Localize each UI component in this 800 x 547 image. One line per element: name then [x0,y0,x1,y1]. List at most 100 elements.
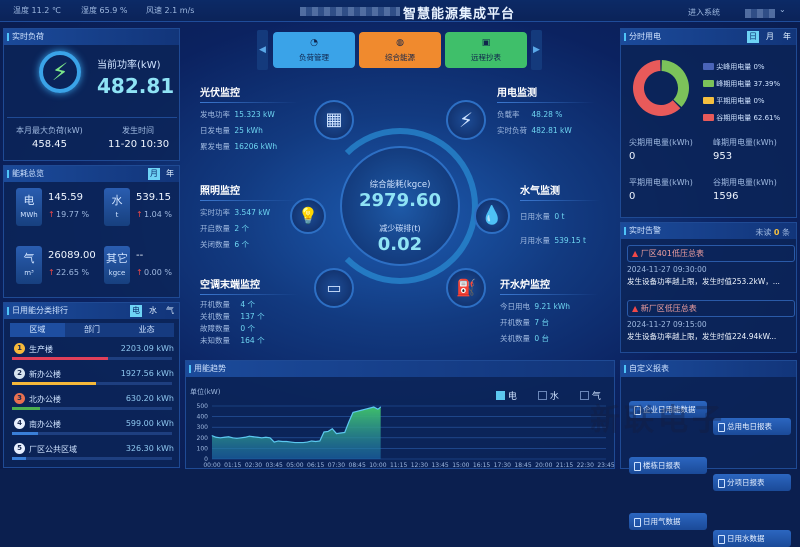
metric-label: 开启数量 [200,224,230,233]
legend-item[interactable]: 电 [496,389,517,402]
metric-value: 0 台 [534,334,550,343]
report-button[interactable]: 分项日报表 [713,474,791,491]
ranking-item[interactable]: 5 厂区公共区域 326.30 kWh [12,443,174,465]
ranking-item[interactable]: 1 生产楼 2203.09 kWh [12,343,174,365]
outer-ring [322,128,478,284]
arrow-up-icon: ↑ [136,210,143,219]
report-button[interactable]: 日用水数据 [713,530,791,547]
toggle-gas[interactable]: 气 [166,306,174,315]
metric-label: 负载率 [497,110,520,119]
metric-label: 开机数量 [500,318,530,327]
report-button[interactable]: 日用气数据 [629,513,707,530]
nav-prev-button[interactable]: ◀ [257,30,268,70]
ranking-item[interactable]: 4 南办公楼 599.00 kWh [12,418,174,440]
toggle-year[interactable]: 年 [166,169,174,178]
enter-system-link[interactable]: 进入系统 [688,8,720,17]
ranking-bar-track [12,382,172,385]
boiler-section: 开水炉监控 今日用电 9.21 kWh 开机数量 7 台关机数量 0 台 [500,276,598,347]
x-tick-label: 07:30 [328,462,345,469]
tou-stat: 谷期用电量(kWh) 1596 [713,177,793,202]
energy-unit: m³ [24,269,34,277]
section-title: 空调末端监控 [200,280,260,291]
tab-department[interactable]: 部门 [84,325,100,334]
metric-label: 月用水量 [520,236,550,245]
alarm-time: 2024-11-27 09:30:00 [627,265,707,274]
energy-change: 0.00 % [144,268,172,277]
ranking-name: 新办公楼 [29,370,61,379]
data-point [331,428,333,430]
energy-change: 22.65 % [56,268,90,277]
data-point [211,435,213,437]
data-point [365,408,366,410]
nav-next-button[interactable]: ▶ [531,30,542,70]
ranking-value: 326.30 kWh [125,444,174,453]
nav-button[interactable]: ◔ 负荷管理 [273,32,355,68]
report-button[interactable]: 企业日用能数据 [629,401,707,418]
metric-label: 关机数量 [200,312,230,321]
data-point [282,441,283,442]
toggle-electric[interactable]: 电 [130,305,142,317]
daily-ranking-panel: 日用能分类排行 电 水 气 区域 部门 业态 1 生产楼 2203.09 kWh… [3,302,180,468]
y-tick-label: 200 [197,435,209,442]
x-tick-label: 23:45 [597,462,614,469]
divider [200,102,298,103]
x-tick-label: 21:15 [556,462,573,469]
nav-button-label: 综合能源 [385,53,415,62]
report-button[interactable]: 楼栋日报表 [629,457,707,474]
section-title: 水气监测 [520,186,560,197]
series-line-electric [211,406,382,444]
x-tick-label: 06:15 [307,462,324,469]
data-point [327,431,329,432]
metric-row: 今日用电 9.21 kWh [500,299,598,315]
nav-button-label: 远程抄表 [471,53,501,62]
elec-section: 用电监测 负载率 48.28 % 实时负荷 482.81 kW [497,84,595,139]
nav-button[interactable]: ◍ 综合能源 [359,32,441,68]
metric-row: 关机数量 0 台 [500,331,598,347]
energy-trend-panel: 用能趋势 单位(kW) 电 水 气 0 100 200 300 400 500 00:00 0… [185,360,615,469]
chevron-down-icon[interactable]: ⌄ [779,5,786,14]
legend-label: 气 [591,392,601,402]
tab-business[interactable]: 业态 [138,325,155,334]
toggle-day[interactable]: 日 [747,31,759,43]
legend-swatch [703,63,714,70]
section-title: 开水炉监控 [500,280,550,291]
solar-panel-icon: ▦ [314,100,354,140]
water-section: 水气监测 日用水量 0 t 月用水量 539.15 t [520,182,600,253]
toggle-water[interactable]: 水 [149,306,157,315]
legend-item[interactable]: 水 [538,389,559,402]
energy-value: 2979.60 [359,190,441,211]
data-point [306,441,308,443]
ranking-item[interactable]: 2 新办公楼 1927.56 kWh [12,368,174,390]
metric-label: 关机数量 [500,334,530,343]
x-tick-label: 01:15 [224,462,241,469]
data-point [319,440,321,442]
alarm-source: ▲ 厂区401低压总表 [627,245,795,262]
toggle-month[interactable]: 月 [766,32,774,41]
metric-label: 今日用电 [500,302,530,311]
x-tick-label: 12:30 [411,462,428,469]
toggle-month[interactable]: 月 [148,168,160,180]
data-point [373,406,375,408]
report-label: 日用水数据 [727,534,765,543]
ranking-item[interactable]: 3 北办公楼 630.20 kWh [12,393,174,415]
tab-area[interactable]: 区域 [10,323,65,337]
report-button[interactable]: 总用电日报表 [713,418,791,435]
legend-item[interactable]: 气 [580,389,601,402]
nav-button[interactable]: ▣ 远程抄表 [445,32,527,68]
data-point [273,441,275,443]
divider [520,200,600,201]
legend-swatch [703,114,714,121]
divider [500,294,598,295]
legend-swatch [538,391,547,400]
energy-type-card: 气 m³ [16,246,42,284]
alarm-item[interactable]: ▲ 厂区401低压总表 2024-11-27 09:30:00 发生设备功率越上限，… [627,245,795,287]
toggle-year[interactable]: 年 [783,32,791,41]
metric-label: 实时功率 [200,208,230,217]
metric-label: 开机数量 [200,300,230,309]
user-name[interactable] [745,9,775,18]
alarm-item[interactable]: ▲ 新厂区低压总表 2024-11-27 09:15:00 发生设备功率越上限，发生… [627,300,795,342]
divider [200,294,298,295]
tou-stat: 平期用电量(kWh) 0 [629,177,709,202]
data-point [236,437,238,439]
